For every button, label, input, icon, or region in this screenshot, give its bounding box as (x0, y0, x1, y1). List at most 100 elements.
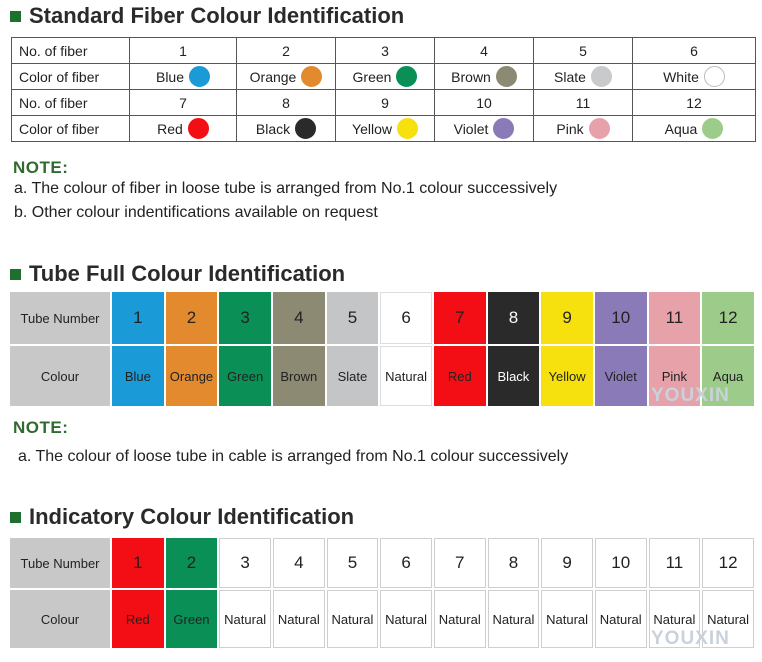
indicatory-colour-cell: Natural (702, 590, 754, 648)
heading-bullet-icon (10, 268, 21, 280)
indicatory-colour-cell: Natural (326, 590, 379, 648)
color-swatch-icon (189, 66, 211, 87)
indicatory-section-heading: Indicatory Colour Identification (10, 504, 354, 530)
fiber-color-cell: Yellow (335, 115, 435, 142)
tube-number-cell: 7 (433, 292, 486, 344)
fiber-color-name: Slate (554, 68, 586, 85)
fiber-section-title: Standard Fiber Colour Identification (29, 3, 405, 28)
fiber-color-cell: Black (236, 115, 336, 142)
indicatory-number-cell: 3 (219, 538, 271, 588)
fiber-number-cell: 11 (533, 89, 633, 116)
fiber-color-name: Aqua (664, 120, 698, 137)
tube-colour-cell: Yellow (541, 346, 593, 406)
indicatory-number-cell: 12 (702, 538, 754, 588)
fiber-section-heading: Standard Fiber Colour Identification (10, 3, 404, 29)
fiber-color-cell: Brown (434, 63, 534, 90)
indicatory-colour-cell: Red (112, 590, 164, 648)
fiber-note-a: a. The colour of fiber in loose tube is … (14, 180, 558, 197)
fiber-number-cell: 8 (236, 89, 336, 116)
fiber-color-cell: Slate (533, 63, 633, 90)
indicatory-colour-label: Colour (10, 590, 110, 648)
tube-colour-cell: Red (433, 346, 486, 406)
fiber-color-cell: Green (335, 63, 435, 90)
color-swatch-icon (495, 66, 517, 87)
fiber-number-cell: 12 (632, 89, 756, 116)
indicatory-number-cell: 2 (165, 538, 218, 588)
tube-colour-cell: Pink (648, 346, 701, 406)
tube-colour-cell: Brown (272, 346, 325, 406)
tube-colour-cell: Violet (594, 346, 647, 406)
fiber-number-label: No. of fiber (11, 89, 130, 116)
indicatory-colour-cell: Green (165, 590, 218, 648)
color-swatch-icon (396, 118, 418, 139)
indicatory-number-cell: 9 (541, 538, 593, 588)
indicatory-number-cell: 7 (433, 538, 486, 588)
tube-colour-label: Colour (10, 346, 110, 406)
fiber-number-cell: 4 (434, 37, 534, 64)
color-swatch-icon (703, 66, 725, 87)
color-swatch-icon (396, 66, 418, 87)
fiber-note-label: NOTE: (13, 158, 69, 177)
fiber-color-cell: Red (129, 115, 237, 142)
fiber-number-cell: 3 (335, 37, 435, 64)
fiber-number-cell: 5 (533, 37, 633, 64)
tube-number-cell: 10 (594, 292, 647, 344)
tube-colour-cell: Black (487, 346, 540, 406)
fiber-color-label: Color of fiber (11, 63, 130, 90)
fiber-color-name: Pink (556, 120, 584, 137)
indicatory-number-cell: 5 (326, 538, 379, 588)
indicatory-number-cell: 1 (112, 538, 164, 588)
color-swatch-icon (187, 118, 209, 139)
indicatory-number-label: Tube Number (10, 538, 110, 588)
indicatory-colour-cell: Natural (433, 590, 486, 648)
fiber-number-cell: 1 (129, 37, 237, 64)
tube-number-cell: 11 (648, 292, 701, 344)
fiber-color-name: Blue (155, 68, 185, 85)
indicatory-colour-cell: Natural (219, 590, 271, 648)
tube-number-cell: 5 (326, 292, 379, 344)
tube-note-label: NOTE: (13, 418, 69, 437)
fiber-color-cell: Orange (236, 63, 336, 90)
color-swatch-icon (590, 66, 612, 87)
tube-note-a: a. The colour of loose tube in cable is … (18, 448, 569, 465)
tube-colour-cell: Natural (380, 346, 432, 406)
tube-colour-cell: Orange (165, 346, 218, 406)
indicatory-colour-cell: Natural (541, 590, 593, 648)
tube-colour-cell: Aqua (702, 346, 754, 406)
fiber-color-cell: White (632, 63, 756, 90)
heading-bullet-icon (10, 511, 21, 523)
indicatory-section-title: Indicatory Colour Identification (29, 504, 355, 529)
tube-section-title: Tube Full Colour Identification (29, 261, 346, 286)
fiber-color-name: Violet (453, 120, 489, 137)
indicatory-colour-cell: Natural (648, 590, 701, 648)
fiber-number-cell: 10 (434, 89, 534, 116)
tube-number-cell: 9 (541, 292, 593, 344)
youxin-watermark-2: YOUXIN (651, 628, 730, 649)
color-swatch-icon (301, 66, 323, 87)
fiber-color-name: Green (352, 68, 392, 85)
fiber-color-name: White (663, 68, 699, 85)
fiber-color-name: Yellow (352, 120, 392, 137)
youxin-watermark: YOUXIN (651, 385, 730, 406)
fiber-color-name: Brown (451, 68, 491, 85)
color-swatch-icon (702, 118, 724, 139)
fiber-number-cell: 9 (335, 89, 435, 116)
tube-colour-cell: Blue (112, 346, 164, 406)
indicatory-colour-cell: Natural (272, 590, 325, 648)
tube-number-cell: 2 (165, 292, 218, 344)
indicatory-colour-cell: Natural (594, 590, 647, 648)
fiber-color-cell: Pink (533, 115, 633, 142)
fiber-number-cell: 2 (236, 37, 336, 64)
tube-number-cell: 8 (487, 292, 540, 344)
indicatory-colour-cell: Natural (487, 590, 540, 648)
tube-colour-table: Tube Number 1 2 3 4 5 6 7 8 9 10 11 12 Colour Blue O… (8, 290, 756, 408)
fiber-color-name: Orange (249, 68, 297, 85)
indicatory-number-cell: 11 (648, 538, 701, 588)
fiber-color-cell: Violet (434, 115, 534, 142)
fiber-color-name: Black (255, 120, 291, 137)
indicatory-number-cell: 6 (380, 538, 432, 588)
color-swatch-icon (588, 118, 610, 139)
indicatory-number-cell: 10 (594, 538, 647, 588)
tube-number-cell: 3 (219, 292, 271, 344)
fiber-color-cell: Aqua (632, 115, 756, 142)
